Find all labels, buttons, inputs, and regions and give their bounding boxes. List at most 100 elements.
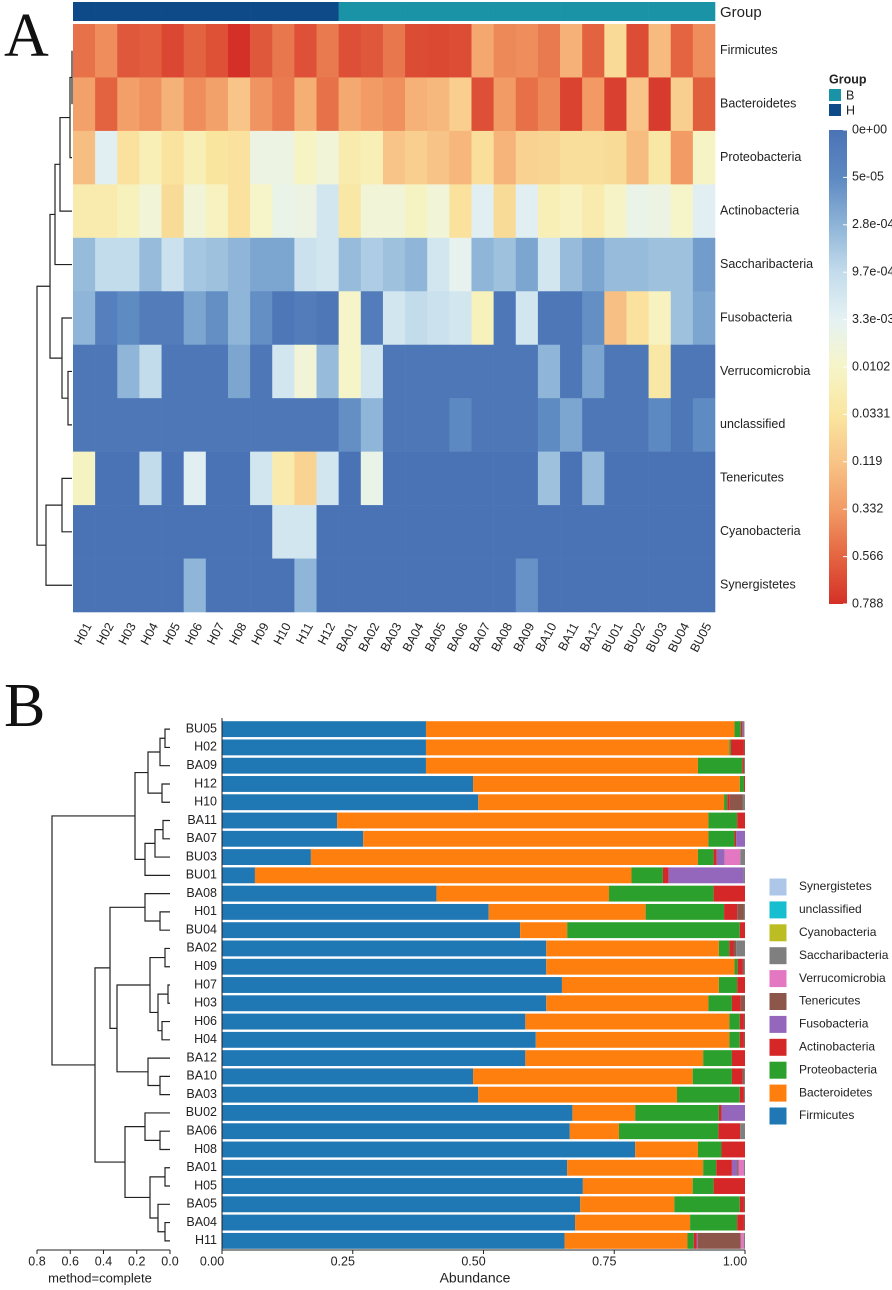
heat-cell — [227, 344, 251, 399]
row-label: Cyanobacteria — [720, 524, 801, 538]
bar-segment — [222, 830, 364, 847]
bar-segment — [731, 1159, 738, 1176]
bar-segment — [718, 1123, 741, 1140]
heat-cell — [692, 398, 716, 452]
heat-cell — [360, 398, 384, 452]
legend-label: Firmicutes — [799, 1108, 854, 1122]
dendro-tick-label: 0.8 — [28, 1254, 45, 1268]
heat-cell — [294, 344, 317, 399]
heat-cell — [205, 558, 229, 613]
heat-cell — [205, 344, 229, 399]
dendrogram-branch — [159, 1075, 170, 1096]
colorbar-label: 0.788 — [852, 596, 883, 610]
row-label: Bacteroidetes — [720, 96, 796, 110]
bar-segment — [575, 1214, 691, 1231]
heat-cell — [250, 451, 273, 506]
y-tick-label: H06 — [194, 1014, 217, 1028]
heat-cell — [139, 237, 162, 292]
heat-cell — [471, 130, 494, 185]
legend-swatch — [768, 877, 788, 897]
heat-cell — [338, 237, 362, 292]
heat-cell — [294, 291, 317, 346]
heat-cell — [604, 558, 627, 613]
y-tick-label: BA06 — [186, 1124, 217, 1138]
bar-segment — [708, 830, 735, 847]
heat-cell — [493, 344, 517, 399]
dendrogram-branch — [164, 728, 170, 749]
bar-segment — [222, 940, 547, 957]
group-cell — [227, 2, 251, 21]
heat-cell — [250, 398, 273, 452]
heat-cell — [670, 237, 694, 292]
heat-cell — [272, 558, 295, 613]
heat-cell — [117, 237, 140, 292]
heat-cell — [95, 344, 118, 399]
bar-segment — [742, 958, 744, 975]
bar-segment — [222, 1141, 636, 1158]
heat-cell — [515, 237, 539, 292]
heat-cell — [604, 237, 627, 292]
heat-cell — [582, 398, 605, 452]
heat-cell — [294, 505, 317, 559]
bar-segment — [222, 1123, 570, 1140]
bar-segment — [473, 776, 740, 792]
group-cell — [493, 2, 517, 21]
x-tick-label: BA08 — [489, 620, 516, 654]
bar-segment — [743, 739, 745, 756]
heat-cell — [493, 184, 517, 239]
bar-segment — [727, 794, 730, 811]
y-tick-label: BA07 — [186, 831, 217, 845]
row-label: Tenericutes — [720, 471, 784, 485]
panel-label: B — [4, 672, 45, 740]
heat-cell — [161, 558, 184, 613]
legend-label: Tenericutes — [799, 994, 860, 1008]
bar-segment — [736, 830, 745, 847]
bar-segment — [731, 995, 741, 1012]
heat-cell — [95, 451, 118, 506]
bar-segment — [713, 1178, 745, 1194]
heat-cell — [537, 398, 561, 452]
heat-cell — [515, 398, 539, 452]
bar-segment — [425, 757, 698, 774]
bar-segment — [724, 794, 728, 811]
heat-cell — [316, 77, 339, 132]
dendrogram-branch — [116, 984, 150, 1073]
colorbar-label: 2.8e-04 — [852, 217, 892, 231]
y-tick-label: BU01 — [186, 868, 217, 882]
bar-segment — [580, 1196, 675, 1213]
bar-segment — [739, 1196, 744, 1213]
heat-cell — [560, 558, 583, 613]
heat-cell — [360, 291, 384, 346]
heat-cell — [405, 451, 428, 506]
heat-cell — [139, 184, 162, 239]
heat-cell — [670, 398, 694, 452]
colorbar-label: 0e+00 — [852, 122, 887, 136]
bar-segment — [692, 1178, 714, 1194]
heat-cell — [405, 505, 428, 559]
heat-cell — [139, 451, 162, 506]
heat-cell — [95, 558, 118, 613]
heat-cell — [515, 505, 539, 559]
heat-cell — [316, 24, 339, 78]
x-tick-label: H03 — [116, 620, 139, 647]
heat-cell — [250, 558, 273, 613]
legend-swatch — [768, 1106, 788, 1126]
dendrogram-branch — [161, 1020, 170, 1041]
heat-cell — [183, 505, 207, 559]
heat-cell — [139, 77, 162, 132]
heat-cell — [537, 505, 561, 559]
heat-cell — [73, 291, 96, 346]
heat-cell — [449, 344, 472, 399]
heat-cell — [117, 130, 140, 185]
heat-cell — [493, 291, 517, 346]
group-cell — [692, 2, 716, 21]
legend-swatch — [829, 104, 841, 116]
heat-cell — [537, 451, 561, 506]
heat-cell — [582, 558, 605, 613]
bar-segment — [703, 1050, 732, 1067]
heat-cell — [471, 184, 494, 239]
y-tick-label: H11 — [195, 1233, 217, 1247]
heat-cell — [139, 558, 162, 613]
heat-cell — [316, 184, 339, 239]
bar-segment — [743, 867, 745, 884]
